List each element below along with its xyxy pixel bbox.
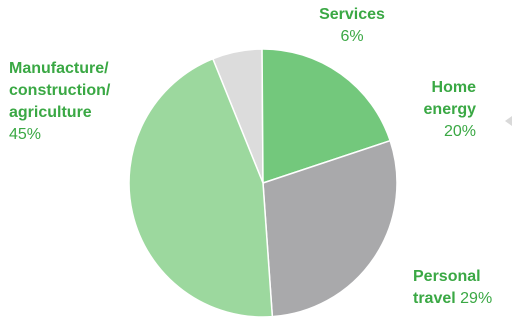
label-home-name-line1: Home xyxy=(431,79,476,96)
arrow-left-icon xyxy=(505,116,512,126)
label-personal-percent: 29% xyxy=(460,290,493,307)
label-home-percent: 20% xyxy=(443,123,476,140)
pie-slice-manufacture-construction-agriculture xyxy=(128,57,274,318)
label-manu-name-line3: agriculture xyxy=(9,104,92,121)
label-home-name-line2: energy xyxy=(423,101,476,118)
pie-slice-home-energy xyxy=(261,48,392,185)
label-manu-name-line1: Manufacture/ xyxy=(9,60,109,77)
label-manu-name-line2: construction/ xyxy=(9,82,111,99)
label-services-name: Services xyxy=(319,6,385,23)
label-personal-name-line2: travel xyxy=(413,290,456,307)
label-home-energy: Home energy 20% xyxy=(376,77,476,143)
label-services: Services 6% xyxy=(304,4,400,48)
pie-slice-personal-travel xyxy=(262,139,398,318)
label-personal-travel: Personal travel 29% xyxy=(413,266,492,310)
label-manu-percent: 45% xyxy=(9,126,42,143)
label-personal-name-line1: Personal xyxy=(413,268,481,285)
label-manufacture: Manufacture/ construction/ agriculture 4… xyxy=(9,58,110,146)
label-services-percent: 6% xyxy=(340,28,364,45)
